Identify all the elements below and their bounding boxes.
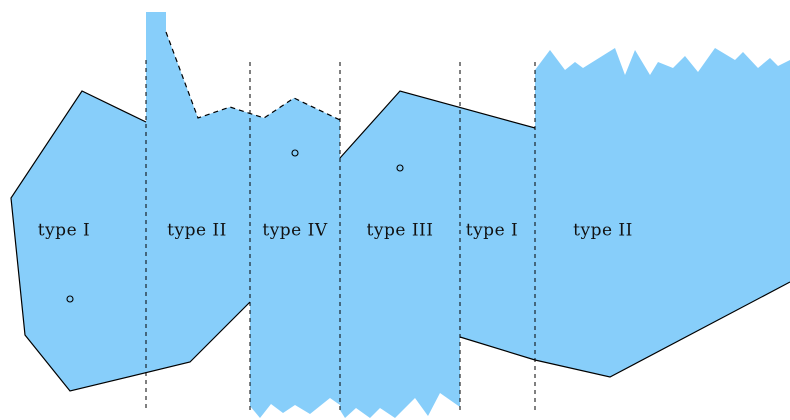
region-label-6: type II — [573, 221, 633, 241]
marker-circle-1 — [66, 295, 74, 303]
marker-circle-3 — [396, 164, 404, 172]
left-region-shape — [11, 12, 340, 418]
right-region-shape — [340, 48, 790, 418]
region-label-3: type IV — [262, 221, 327, 241]
right-shape-bottom-edge — [459, 281, 790, 378]
region-label-2: type II — [167, 221, 227, 241]
region-label-5: type I — [466, 221, 519, 241]
region-label-1: type I — [38, 221, 91, 241]
right-shape-top-edge — [339, 90, 536, 159]
marker-circle-2 — [291, 149, 299, 157]
region-label-4: type III — [367, 221, 434, 241]
left-shape-solid-edge — [10, 90, 251, 392]
dashed-boundary — [165, 31, 341, 121]
